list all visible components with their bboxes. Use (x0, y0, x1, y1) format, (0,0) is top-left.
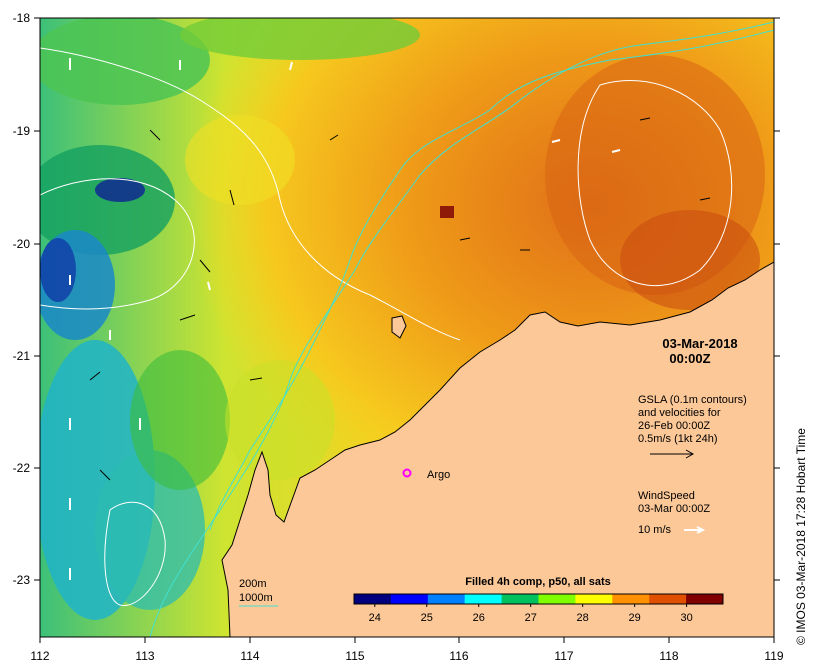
map-frame (39, 17, 775, 638)
lat-tick: -22 (13, 461, 31, 475)
colorbar-tick-label: 24 (369, 612, 381, 624)
gsla-legend-line: GSLA (0.1m contours) (638, 394, 747, 406)
lon-tick: 116 (449, 649, 468, 663)
current-vectors (89, 117, 711, 481)
gsla-contours (40, 47, 733, 606)
lat-tick: -20 (13, 237, 31, 251)
lon-tick: 115 (345, 649, 364, 663)
colorbar-swatch (612, 594, 650, 604)
colorbar-swatch (649, 594, 687, 604)
lon-tick: 118 (659, 649, 678, 663)
map-date: 03-Mar-2018 (662, 336, 737, 351)
colorbar-tick-label: 30 (680, 612, 692, 624)
lat-tick: -21 (13, 349, 31, 363)
colorbar: Filled 4h comp, p50, all sats 24 25 26 27 28… (353, 576, 724, 624)
colorbar-swatch (427, 594, 466, 604)
wind-legend-line: WindSpeed (638, 490, 695, 502)
lon-tick-labels: 112 113 114 115 116 117 118 119 (30, 649, 783, 663)
lon-tick: 119 (764, 649, 783, 663)
map-time: 00:00Z (669, 351, 710, 366)
wind-legend-line: 10 m/s (638, 524, 672, 536)
wind-arrows (69, 58, 621, 580)
lat-tick: -23 (13, 573, 31, 587)
gsla-legend-line: 26-Feb 00:00Z (638, 420, 710, 432)
island (391, 315, 407, 339)
lat-tick: -18 (13, 11, 31, 25)
depth-legend: 200m 1000m (239, 578, 278, 607)
wind-legend-line: 03-Mar 00:00Z (638, 503, 710, 515)
isobaths (149, 21, 774, 637)
colorbar-swatch (501, 594, 539, 604)
sst-field (40, 18, 774, 637)
velocity-scale-arrow-icon (650, 449, 695, 459)
lat-tick-labels: -18 -19 -20 -21 -22 -23 (13, 11, 31, 587)
argo-label: Argo (427, 469, 450, 481)
colorbar-tick-label: 27 (525, 612, 537, 624)
axis-ticks (34, 17, 780, 643)
colorbar-title: Filled 4h comp, p50, all sats (465, 576, 611, 588)
land-mass (221, 261, 774, 637)
colorbar-swatch (538, 594, 576, 604)
gsla-legend-line: 0.5m/s (1kt 24h) (638, 433, 717, 445)
depth-200m-label: 200m (239, 578, 267, 590)
lat-tick: -19 (13, 124, 31, 138)
colorbar-swatch (464, 594, 503, 604)
colorbar-ticks: 24 25 26 27 28 29 30 (369, 604, 693, 624)
lon-tick: 114 (240, 649, 259, 663)
colorbar-swatch (390, 594, 429, 604)
colorbar-frame (353, 593, 724, 605)
colorbar-tick-label: 25 (421, 612, 433, 624)
colorbar-swatch (575, 594, 613, 604)
colorbar-swatch (686, 594, 724, 604)
gsla-legend-line: and velocities for (638, 407, 721, 419)
colorbar-swatches (354, 594, 724, 604)
colorbar-swatch (354, 594, 392, 604)
wind-scale-arrow-icon (684, 526, 706, 534)
colorbar-tick-label: 28 (577, 612, 589, 624)
lon-tick: 117 (554, 649, 573, 663)
wind-legend: WindSpeed 03-Mar 00:00Z 10 m/s (638, 490, 710, 536)
gsla-legend: GSLA (0.1m contours) and velocities for … (638, 394, 747, 459)
lon-tick: 112 (30, 649, 49, 663)
credit-text: © IMOS 03-Mar-2018 17:28 Hobart Time (794, 428, 808, 645)
colorbar-tick-label: 26 (473, 612, 485, 624)
depth-1000m-label: 1000m (239, 592, 273, 604)
lon-tick: 113 (135, 649, 154, 663)
colorbar-tick-label: 29 (629, 612, 641, 624)
argo-marker: Argo (402, 468, 450, 481)
argo-float-icon (402, 468, 412, 478)
